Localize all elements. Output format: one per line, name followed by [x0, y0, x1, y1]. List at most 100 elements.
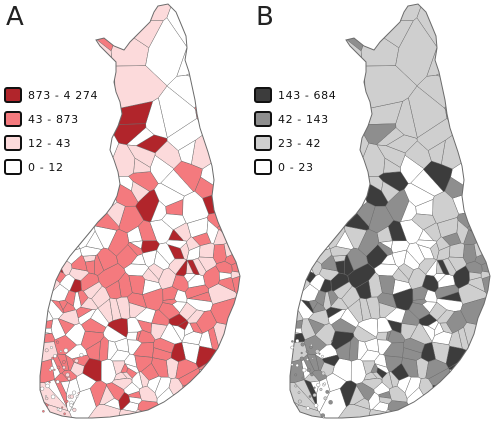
islet — [295, 339, 300, 343]
municipality-region — [40, 263, 48, 294]
municipality-region — [470, 44, 490, 98]
municipality-region — [40, 293, 54, 331]
municipality-region — [73, 291, 82, 311]
municipality-region — [442, 257, 457, 277]
municipality-region — [421, 274, 439, 293]
municipality-region — [121, 371, 133, 380]
islet — [65, 399, 69, 403]
country-outline — [289, 3, 491, 419]
municipality-region — [187, 406, 202, 415]
municipality-region — [349, 385, 365, 405]
islet — [319, 387, 323, 391]
municipality-region — [290, 229, 311, 244]
legend-item: 43 - 873 — [4, 110, 98, 128]
islet — [308, 395, 312, 398]
municipality-region — [340, 4, 374, 29]
municipality-region — [435, 58, 474, 79]
municipality-region — [70, 361, 85, 377]
municipality-region — [40, 200, 68, 217]
municipality-region — [179, 301, 198, 321]
islet — [290, 345, 295, 350]
municipality-region — [447, 390, 465, 408]
islet — [40, 386, 45, 391]
islet — [316, 382, 321, 387]
islet — [45, 396, 49, 401]
islet — [50, 394, 56, 399]
islet — [294, 384, 298, 388]
legend-item: 873 - 4 274 — [4, 86, 98, 104]
municipality-region — [472, 367, 490, 383]
municipality-region — [437, 411, 456, 418]
municipality-region — [135, 409, 163, 418]
municipality-region — [306, 353, 320, 372]
municipality-region — [296, 195, 322, 211]
municipality-region — [303, 379, 318, 407]
municipality-region — [194, 81, 234, 110]
islet — [56, 365, 61, 370]
legend-item: 0 - 12 — [4, 158, 98, 176]
islet — [297, 391, 301, 394]
islet — [325, 389, 330, 394]
islet — [312, 393, 317, 397]
municipality-region — [60, 380, 71, 395]
municipality-region — [335, 230, 355, 250]
municipality-region — [198, 75, 222, 88]
municipality-region — [290, 250, 307, 265]
municipality-region — [173, 160, 203, 192]
islet — [295, 363, 299, 367]
municipality-region — [384, 355, 403, 373]
legend-label: 12 - 43 — [28, 136, 72, 150]
municipality-region — [290, 249, 297, 271]
municipality-region — [366, 244, 388, 269]
islet — [306, 406, 310, 411]
islet — [313, 403, 319, 408]
municipality-region — [423, 160, 453, 192]
municipality-region — [326, 32, 363, 63]
municipality-region — [471, 4, 490, 46]
legend-item: 0 - 23 — [254, 158, 336, 176]
islet — [48, 381, 51, 384]
municipality-region — [40, 328, 51, 341]
municipality-region — [145, 17, 188, 87]
legend-swatch — [4, 159, 22, 175]
municipality-region — [219, 271, 232, 281]
municipality-region — [128, 396, 143, 405]
municipality-region — [215, 392, 234, 411]
islet — [306, 358, 309, 361]
municipality-region — [460, 386, 476, 409]
municipality-region — [215, 400, 240, 418]
municipality-region — [63, 229, 81, 253]
municipality-region — [335, 340, 351, 361]
municipality-region — [290, 204, 306, 235]
legend-swatch — [4, 87, 22, 103]
municipality-region — [313, 229, 331, 253]
islet — [72, 390, 77, 395]
municipality-region — [290, 228, 302, 255]
municipality-region — [411, 410, 441, 418]
municipality-region — [476, 323, 490, 347]
municipality-region — [76, 32, 113, 63]
map-panel-b: B 143 - 684 42 - 143 23 - 42 0 - 23 — [250, 0, 500, 430]
islet — [318, 352, 321, 355]
legend-item: 143 - 684 — [254, 86, 336, 104]
municipality-region — [471, 206, 490, 237]
municipality-region — [221, 4, 240, 46]
municipality-region — [425, 359, 449, 380]
municipality-region — [99, 385, 115, 405]
islet — [53, 354, 57, 358]
municipality-region — [473, 236, 490, 258]
municipality-region — [40, 358, 55, 383]
municipality-region — [171, 274, 189, 293]
municipality-region — [153, 182, 185, 207]
islet — [321, 371, 326, 376]
municipality-region — [439, 322, 453, 334]
municipality-region — [187, 411, 206, 418]
islet — [51, 356, 55, 360]
municipality-region — [221, 206, 240, 237]
municipality-region — [357, 340, 368, 360]
municipality-region — [400, 200, 417, 222]
islet — [323, 382, 326, 386]
islet — [321, 354, 324, 358]
municipality-region — [127, 317, 143, 333]
municipality-region — [220, 44, 240, 98]
